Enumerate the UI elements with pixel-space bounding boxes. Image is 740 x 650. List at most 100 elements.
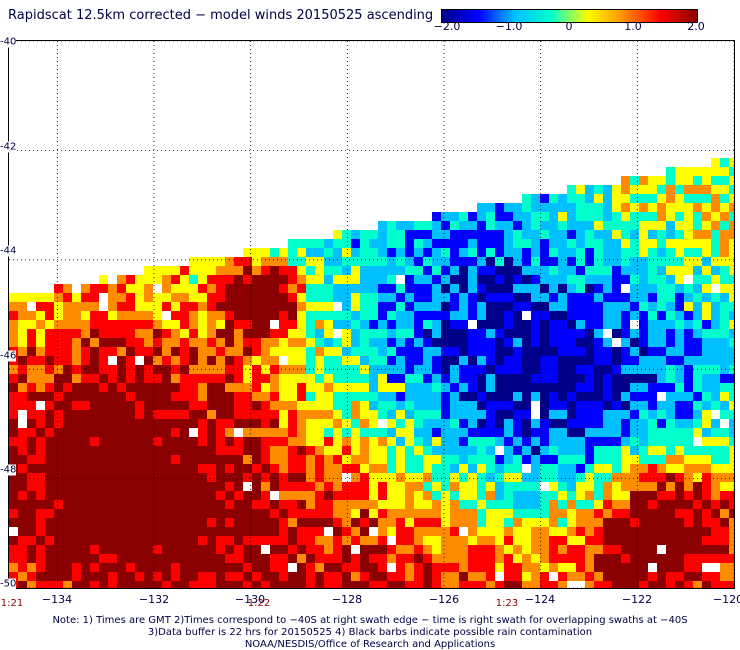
wind-cell: [279, 311, 288, 320]
wind-cell: [675, 572, 684, 581]
wind-cell: [261, 284, 270, 293]
wind-cell: [729, 302, 734, 311]
wind-cell: [639, 518, 648, 527]
wind-cell: [90, 356, 99, 365]
wind-cell: [693, 266, 702, 275]
wind-cell: [99, 545, 108, 554]
wind-cell: [207, 527, 216, 536]
wind-cell: [666, 554, 675, 563]
wind-cell: [540, 536, 549, 545]
wind-cell: [603, 383, 612, 392]
wind-cell: [648, 536, 657, 545]
wind-cell: [270, 545, 279, 554]
wind-cell: [414, 383, 423, 392]
wind-cell: [576, 239, 585, 248]
wind-cell: [144, 383, 153, 392]
wind-cell: [621, 230, 630, 239]
wind-cell: [594, 320, 603, 329]
wind-cell: [378, 509, 387, 518]
wind-cell: [117, 293, 126, 302]
wind-cell: [342, 365, 351, 374]
wind-cell: [99, 455, 108, 464]
wind-cell: [54, 392, 63, 401]
wind-cell: [486, 338, 495, 347]
wind-cell: [198, 536, 207, 545]
wind-cell: [540, 338, 549, 347]
wind-cell: [675, 383, 684, 392]
wind-cell: [612, 536, 621, 545]
wind-cell: [234, 374, 243, 383]
wind-cell: [216, 581, 225, 588]
wind-cell: [450, 365, 459, 374]
wind-cell: [657, 221, 666, 230]
wind-cell: [423, 419, 432, 428]
wind-cell: [702, 275, 711, 284]
wind-cell: [99, 536, 108, 545]
wind-cell: [441, 581, 450, 588]
wind-cell: [414, 410, 423, 419]
wind-cell: [144, 464, 153, 473]
wind-cell: [477, 248, 486, 257]
wind-cell: [333, 491, 342, 500]
wind-cell: [306, 428, 315, 437]
wind-cell: [621, 392, 630, 401]
wind-cell: [702, 338, 711, 347]
wind-cell: [576, 266, 585, 275]
wind-cell: [216, 293, 225, 302]
wind-cell: [252, 446, 261, 455]
wind-cell: [315, 464, 324, 473]
wind-cell: [360, 347, 369, 356]
wind-cell: [657, 383, 666, 392]
wind-cell: [477, 473, 486, 482]
wind-cell: [207, 392, 216, 401]
wind-cell: [198, 464, 207, 473]
wind-cell: [603, 509, 612, 518]
wind-cell: [504, 356, 513, 365]
wind-cell: [594, 302, 603, 311]
wind-cell: [279, 518, 288, 527]
wind-cell: [216, 473, 225, 482]
wind-cell: [504, 347, 513, 356]
wind-cell: [63, 554, 72, 563]
wind-cell: [531, 509, 540, 518]
wind-cell: [459, 554, 468, 563]
wind-cell: [90, 374, 99, 383]
wind-cell: [252, 302, 261, 311]
wind-cell: [207, 428, 216, 437]
wind-cell: [576, 194, 585, 203]
wind-cell: [126, 428, 135, 437]
wind-cell: [324, 392, 333, 401]
wind-cell: [441, 221, 450, 230]
wind-cell: [558, 563, 567, 572]
wind-cell: [567, 536, 576, 545]
wind-cell: [495, 266, 504, 275]
wind-cell: [648, 203, 657, 212]
wind-cell: [567, 194, 576, 203]
wind-cell: [720, 572, 729, 581]
wind-cell: [342, 419, 351, 428]
wind-cell: [396, 428, 405, 437]
wind-cell: [243, 383, 252, 392]
wind-cell: [576, 473, 585, 482]
wind-cell: [612, 455, 621, 464]
wind-cell: [441, 455, 450, 464]
wind-cell: [225, 266, 234, 275]
wind-cell: [675, 473, 684, 482]
wind-cell: [711, 248, 720, 257]
wind-cell: [540, 383, 549, 392]
wind-cell: [9, 491, 18, 500]
wind-cell: [405, 410, 414, 419]
wind-cell: [333, 536, 342, 545]
wind-cell: [693, 509, 702, 518]
wind-cell: [468, 419, 477, 428]
wind-cell: [144, 338, 153, 347]
wind-cell: [18, 428, 27, 437]
wind-cell: [270, 518, 279, 527]
wind-cell: [603, 203, 612, 212]
wind-cell: [459, 482, 468, 491]
wind-cell: [243, 284, 252, 293]
wind-cell: [36, 491, 45, 500]
wind-cell: [594, 554, 603, 563]
wind-cell: [504, 581, 513, 588]
wind-cell: [153, 329, 162, 338]
